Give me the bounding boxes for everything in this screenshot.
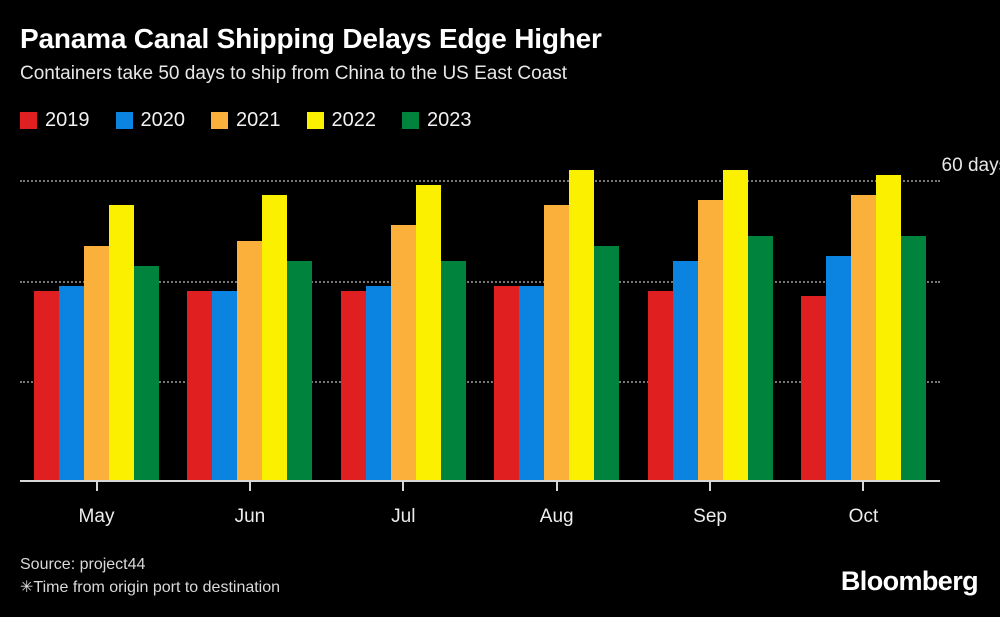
bar-2022-jul[interactable] — [415, 185, 441, 482]
legend-label: 2022 — [331, 109, 377, 131]
bar-2022-sep[interactable] — [722, 170, 748, 482]
legend-swatch-icon — [115, 111, 133, 129]
bar-2019-sep[interactable] — [647, 290, 673, 482]
legend-label: 2019 — [45, 109, 90, 131]
x-axis-label-jul: Jul — [391, 506, 416, 527]
bar-group-aug: Aug — [494, 150, 620, 526]
bar-2020-jul[interactable] — [365, 285, 391, 482]
x-axis-line — [20, 480, 940, 482]
footnote-text: ✳Time from origin port to destination — [20, 578, 281, 596]
bar-2023-jun[interactable] — [287, 260, 313, 482]
plot-area: 0 20 40 60 days✳ May Jun Jul Aug Sep Oct — [20, 150, 1000, 526]
bar-2021-jul[interactable] — [390, 225, 416, 482]
y-axis-tick-label: 20 — [946, 357, 1000, 376]
legend-item-2022[interactable]: 2022 — [306, 109, 377, 131]
bar-group-jun: Jun — [187, 150, 313, 526]
legend-item-2023[interactable]: 2023 — [402, 110, 472, 130]
bar-group-may: May — [34, 150, 159, 526]
chart-subtitle: Containers take 50 days to ship from Chi… — [20, 62, 568, 84]
bar-2022-oct[interactable] — [875, 175, 901, 482]
bar-2019-oct[interactable] — [800, 295, 826, 482]
x-axis-label-oct: Oct — [848, 506, 879, 527]
bar-2021-sep[interactable] — [697, 200, 723, 482]
bar-groups: May Jun Jul Aug Sep Oct — [20, 150, 940, 526]
legend-item-2020[interactable]: 2020 — [115, 109, 186, 131]
gridline-20 — [20, 381, 940, 384]
bar-2020-sep[interactable] — [672, 260, 698, 482]
x-axis-tick — [709, 482, 712, 491]
bar-2022-aug[interactable] — [569, 170, 595, 482]
bar-2023-aug[interactable] — [594, 245, 620, 482]
x-axis-label-jun: Jun — [234, 506, 266, 527]
chart-footer: Source: project44 ✳Time from origin port… — [20, 553, 280, 599]
bar-2019-jul[interactable] — [340, 290, 366, 482]
bar-2019-may[interactable] — [34, 290, 59, 482]
source-text: Source: project44 — [20, 555, 146, 573]
gridline-60 — [20, 180, 940, 183]
x-axis-label-may: May — [78, 506, 115, 527]
bar-2019-jun[interactable] — [187, 290, 213, 482]
bar-2022-jun[interactable] — [262, 195, 288, 482]
gridline-40 — [20, 280, 940, 283]
x-axis-tick — [248, 482, 251, 491]
bar-2019-aug[interactable] — [494, 285, 520, 482]
legend-swatch-icon — [306, 111, 324, 129]
bar-2021-jun[interactable] — [237, 240, 263, 482]
bar-2020-jun[interactable] — [212, 290, 238, 482]
bar-2023-oct[interactable] — [900, 235, 926, 482]
legend-label: 2020 — [140, 109, 186, 131]
x-axis-tick — [95, 482, 98, 491]
x-axis-tick — [862, 482, 865, 491]
bar-group-jul: Jul — [340, 150, 466, 526]
chart-legend: 2019 2020 2021 2022 2023 — [20, 110, 472, 130]
bloomberg-logo: Bloomberg — [840, 566, 979, 596]
legend-swatch-icon — [211, 111, 228, 129]
bar-2021-oct[interactable] — [850, 195, 876, 482]
legend-swatch-icon — [20, 111, 37, 129]
bar-2021-may[interactable] — [84, 245, 109, 482]
bar-2023-sep[interactable] — [747, 235, 773, 482]
bar-2020-oct[interactable] — [825, 255, 851, 482]
bar-2023-may[interactable] — [134, 265, 159, 482]
chart-title: Panama Canal Shipping Delays Edge Higher — [20, 23, 602, 54]
y-axis-tick-label: 40 — [946, 257, 1000, 276]
bar-group-sep: Sep — [647, 150, 773, 526]
x-axis-tick — [555, 482, 558, 491]
chart-header: Panama Canal Shipping Delays Edge Higher… — [20, 23, 980, 85]
bar-2022-may[interactable] — [109, 205, 134, 482]
bar-2020-aug[interactable] — [519, 285, 545, 482]
bar-2021-aug[interactable] — [544, 205, 570, 482]
bar-2023-jul[interactable] — [440, 260, 466, 482]
bar-2020-may[interactable] — [59, 285, 84, 482]
y-axis-tick-label: 60 days✳ — [941, 155, 1000, 177]
legend-item-2021[interactable]: 2021 — [211, 110, 281, 130]
x-axis-tick — [402, 482, 405, 491]
legend-item-2019[interactable]: 2019 — [20, 110, 90, 130]
legend-label: 2021 — [236, 109, 281, 131]
y-axis-tick-label: 0 — [946, 458, 1000, 477]
bar-group-oct: Oct — [800, 150, 926, 526]
x-axis-label-sep: Sep — [693, 506, 727, 527]
x-axis-label-aug: Aug — [539, 506, 574, 527]
legend-swatch-icon — [402, 111, 419, 129]
legend-label: 2023 — [427, 109, 472, 131]
